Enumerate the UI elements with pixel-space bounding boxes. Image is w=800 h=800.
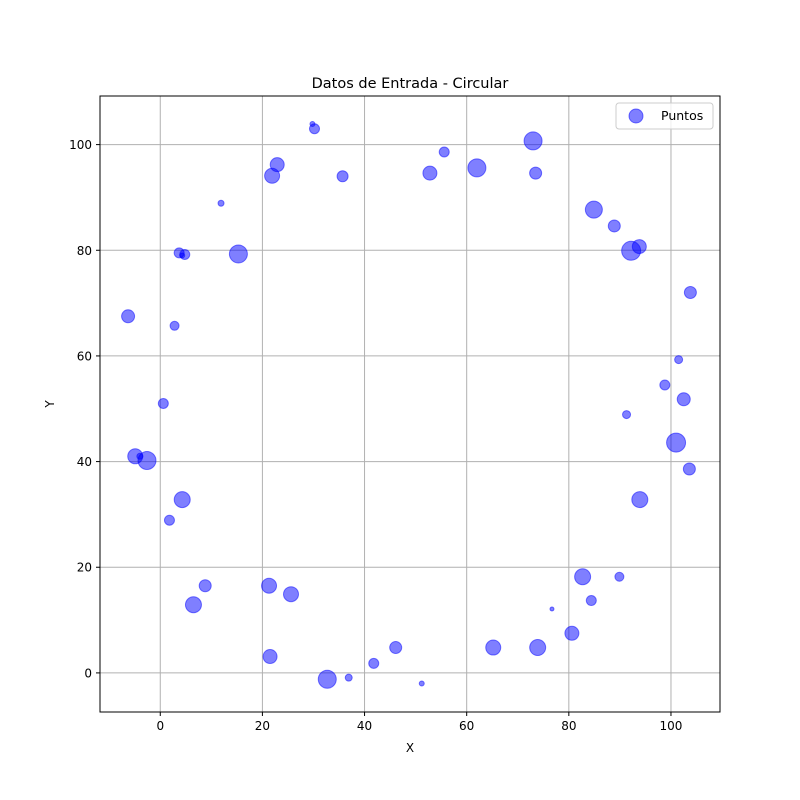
x-tick-label: 100 bbox=[660, 719, 683, 733]
data-point bbox=[564, 625, 580, 641]
axis-ticks: 0 20 40 60 80 100 0 20 40 60 80 100 bbox=[69, 138, 682, 733]
data-point bbox=[228, 244, 248, 264]
x-tick-label: 60 bbox=[459, 719, 474, 733]
data-point bbox=[217, 199, 225, 207]
data-point bbox=[438, 146, 450, 158]
legend-label: Puntos bbox=[661, 108, 703, 123]
data-point bbox=[368, 657, 380, 669]
data-point bbox=[418, 680, 425, 687]
data-point bbox=[179, 252, 186, 259]
data-point bbox=[157, 397, 169, 409]
data-point bbox=[264, 167, 281, 184]
legend-box bbox=[615, 102, 714, 130]
plot-frame bbox=[99, 95, 721, 713]
data-point bbox=[549, 606, 555, 612]
y-tick-label: 40 bbox=[77, 455, 92, 469]
data-point bbox=[682, 462, 696, 476]
data-point bbox=[262, 649, 278, 665]
data-point bbox=[585, 595, 597, 607]
data-point bbox=[523, 131, 543, 151]
x-axis-label: X bbox=[406, 741, 414, 755]
data-point bbox=[344, 673, 353, 682]
legend: Puntos bbox=[615, 102, 714, 130]
y-tick-label: 20 bbox=[77, 561, 92, 575]
data-point bbox=[659, 379, 671, 391]
y-tick-label: 60 bbox=[77, 349, 92, 363]
data-point bbox=[283, 586, 300, 603]
data-point bbox=[622, 410, 632, 420]
chart-title: Datos de Entrada - Circular bbox=[312, 76, 509, 92]
data-point bbox=[261, 577, 278, 594]
data-point bbox=[485, 639, 502, 656]
legend-marker bbox=[628, 108, 644, 124]
data-point bbox=[666, 432, 687, 453]
data-point bbox=[163, 514, 175, 526]
x-tick-label: 40 bbox=[357, 719, 372, 733]
data-point bbox=[631, 239, 647, 255]
data-point bbox=[184, 596, 202, 614]
grid-lines bbox=[100, 96, 720, 712]
plot-area bbox=[100, 96, 720, 712]
data-point bbox=[683, 286, 697, 300]
data-point bbox=[674, 355, 684, 365]
data-point bbox=[676, 392, 691, 407]
data-point bbox=[169, 320, 180, 331]
data-points bbox=[121, 121, 697, 689]
x-tick-label: 0 bbox=[156, 719, 164, 733]
data-point bbox=[317, 669, 337, 689]
x-tick-label: 80 bbox=[561, 719, 576, 733]
data-point bbox=[422, 165, 438, 181]
data-point bbox=[173, 491, 191, 509]
data-point bbox=[529, 166, 543, 180]
x-tick-label: 20 bbox=[255, 719, 270, 733]
data-point bbox=[584, 200, 603, 219]
y-tick-label: 0 bbox=[84, 666, 92, 680]
data-point bbox=[121, 309, 136, 324]
data-point bbox=[614, 571, 625, 582]
data-point bbox=[389, 641, 403, 655]
data-point bbox=[467, 158, 487, 178]
data-point bbox=[309, 121, 316, 127]
y-tick-label: 80 bbox=[77, 244, 92, 258]
data-point bbox=[574, 568, 592, 586]
y-tick-label: 100 bbox=[69, 138, 92, 152]
data-point bbox=[607, 219, 621, 233]
data-point bbox=[198, 579, 212, 593]
y-axis-label: Y bbox=[43, 400, 57, 409]
data-point bbox=[336, 170, 349, 183]
data-point bbox=[631, 491, 649, 509]
data-point bbox=[136, 452, 144, 460]
data-point bbox=[529, 639, 547, 657]
